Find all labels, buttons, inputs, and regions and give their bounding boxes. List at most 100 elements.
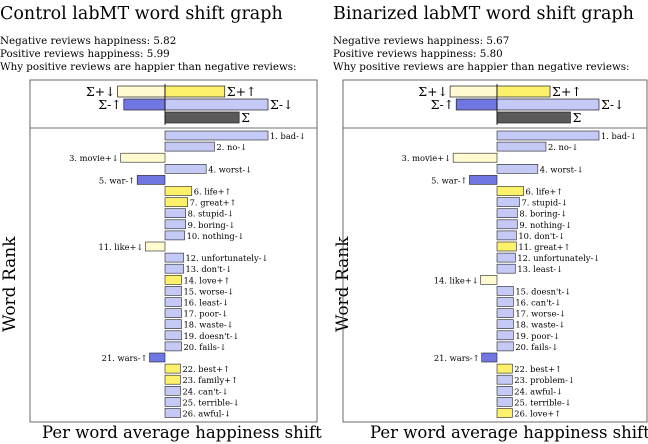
word-label: 4. worst-↓ (208, 164, 252, 174)
word-bar (145, 241, 166, 252)
chart-title: Control labMT word shift graph (0, 4, 283, 24)
word-label: 1. bad-↓ (270, 131, 306, 141)
word-label: 18. waste-↓ (183, 320, 233, 330)
word-bar (496, 385, 513, 396)
word-bar (164, 230, 185, 241)
summary-bar-pos-down-label: Σ+↓ (418, 84, 448, 99)
word-label: 10. don't-↓ (518, 231, 565, 241)
word-bar (164, 286, 182, 296)
word-label: 17. poor-↓ (183, 309, 228, 319)
word-label: 14. like+↓ (434, 275, 479, 285)
word-bar (496, 241, 517, 252)
word-label: 19. doesn't-↓ (183, 331, 239, 341)
summary-bar-pos-up-label: Σ+↑ (552, 84, 582, 99)
word-bar (496, 363, 513, 374)
summary-bar-total (496, 111, 571, 124)
word-bar (496, 197, 520, 207)
word-label: 14. love+↑ (183, 275, 230, 285)
word-label: 26. love+↑ (514, 409, 561, 419)
word-label: 10. nothing-↓ (187, 231, 245, 241)
word-label: 1. bad-↓ (601, 131, 637, 141)
word-label: 21. wars-↑ (102, 353, 148, 363)
word-label: 5. war-↑ (99, 175, 135, 185)
word-label: 20. fails-↓ (515, 342, 558, 352)
summary-bar-neg-up-label: Σ-↑ (98, 97, 122, 112)
summary-bar-neg-down (164, 98, 269, 111)
word-label: 8. stupid-↓ (188, 209, 235, 219)
word-bar (164, 330, 182, 341)
word-label: 25. terrible-↓ (514, 397, 571, 407)
word-label: 13. least-↓ (517, 264, 563, 274)
positive-happiness-stat: Positive reviews happiness: 5.99 (0, 48, 170, 60)
word-bar (496, 374, 513, 385)
word-label: 3. movie+↓ (69, 153, 119, 163)
word-bar (496, 252, 516, 263)
summary-bar-neg-down-label: Σ-↓ (601, 97, 625, 112)
word-bar (164, 408, 181, 418)
word-bar (164, 274, 182, 285)
word-bar (496, 297, 514, 307)
word-bar (496, 186, 524, 196)
word-label: 2. no-↓ (548, 142, 579, 152)
word-label: 12. unfortunately-↓ (186, 253, 269, 263)
summary-bar-neg-up (123, 98, 166, 111)
word-bar (136, 175, 166, 185)
word-label: 5. war-↑ (431, 175, 467, 185)
summary-bar-pos-up (496, 85, 551, 98)
word-bar (164, 308, 182, 318)
word-label: 17. worse-↓ (515, 309, 566, 319)
word-label: 6. life+↑ (194, 187, 232, 197)
word-bar (164, 141, 215, 152)
word-bar (164, 197, 188, 207)
word-bar (496, 208, 518, 218)
word-bar (452, 152, 498, 163)
word-bar (164, 319, 182, 330)
word-label: 26. awful-↓ (182, 409, 231, 419)
summary-bar-neg-up (455, 98, 498, 111)
word-label: 12. unfortunately-↓ (517, 253, 600, 263)
word-bar (496, 130, 600, 141)
summary-bar-neg-down-label: Σ-↓ (270, 97, 294, 112)
word-bar (164, 130, 269, 141)
word-bar (164, 263, 184, 274)
word-label: 11. like+↓ (98, 242, 143, 252)
word-label: 18. waste-↓ (515, 320, 565, 330)
word-bar (149, 352, 166, 363)
word-label: 3. movie+↓ (402, 153, 452, 163)
word-label: 24. awful-↓ (514, 386, 563, 396)
summary-bar-total-label: Σ (241, 110, 250, 125)
plot-frame (342, 79, 648, 423)
word-label: 25. terrible-↓ (182, 397, 239, 407)
word-bar (164, 208, 186, 218)
word-label: 7. stupid-↓ (521, 198, 568, 208)
plot-frame (29, 79, 318, 423)
word-bar (120, 152, 166, 163)
summary-bar-pos-up-label: Σ+↑ (227, 84, 257, 99)
summary-bar-pos-down (117, 85, 166, 98)
negative-happiness-stat: Negative reviews happiness: 5.67 (333, 35, 510, 47)
comparison-caption: Why positive reviews are happier than ne… (333, 61, 630, 73)
summary-bar-neg-up-label: Σ-↑ (431, 97, 455, 112)
word-bar (164, 164, 207, 174)
word-label: 23. problem-↓ (514, 375, 575, 385)
word-label: 16. least-↓ (183, 298, 229, 308)
chart-title: Binarized labMT word shift graph (333, 4, 634, 24)
word-bar (496, 408, 513, 418)
word-label: 11. great+↑ (518, 242, 570, 252)
word-bar (164, 252, 184, 263)
word-label: 19. poor-↓ (515, 331, 560, 341)
word-bar (469, 175, 498, 185)
word-bar (496, 141, 547, 152)
word-shift-panel-binarized: Binarized labMT word shift graph Negativ… (333, 0, 648, 444)
word-shift-chart-binarized: Σ+↓ Σ+↑ Σ-↑ Σ-↓ Σ 1. bad-↓ 2. no-↓ 3. movie+↓ 4.… (342, 79, 648, 423)
word-bar (496, 341, 514, 352)
summary-bar-neg-down (496, 98, 600, 111)
word-label: 15. doesn't-↓ (515, 286, 571, 296)
word-bar (164, 186, 193, 196)
word-label: 13. don't-↓ (186, 264, 233, 274)
word-bar (164, 219, 186, 230)
comparison-caption: Why positive reviews are happier than ne… (0, 61, 297, 73)
word-label: 2. no-↓ (216, 142, 247, 152)
summary-bar-pos-down (449, 85, 498, 98)
word-label: 21. wars-↑ (434, 353, 480, 363)
